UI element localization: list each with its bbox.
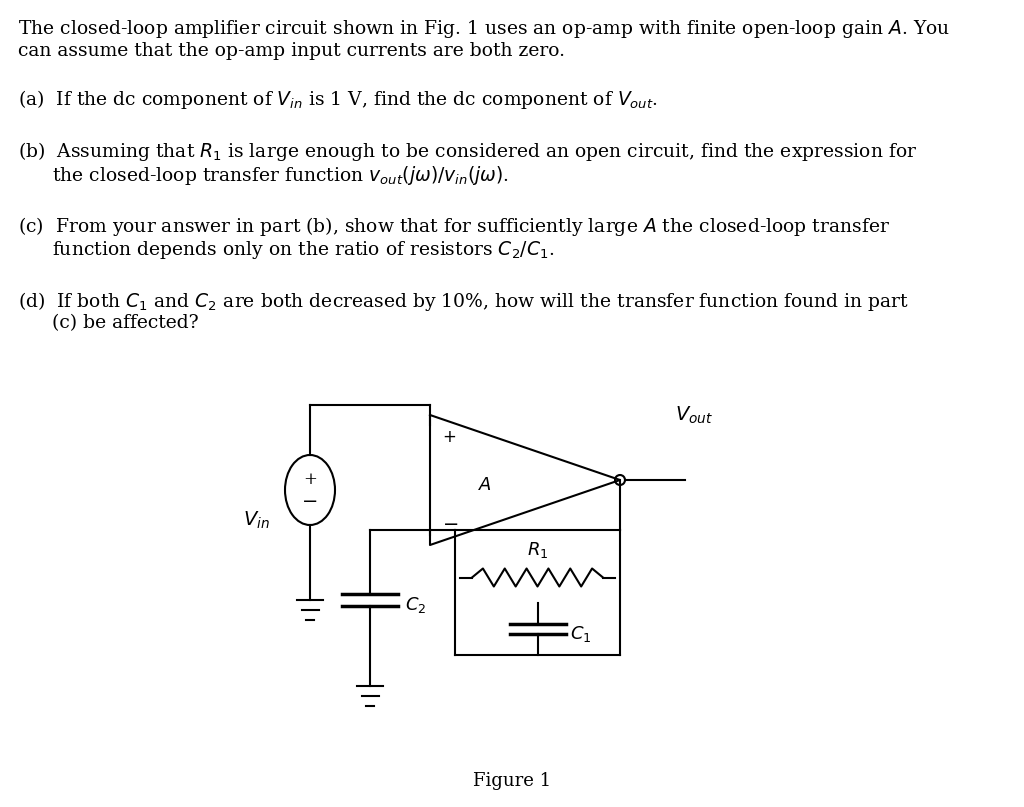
Text: (c)  From your answer in part (b), show that for sufficiently large $A$ the clos: (c) From your answer in part (b), show t…	[18, 215, 890, 238]
Text: $+$: $+$	[442, 429, 456, 445]
Text: (c) be affected?: (c) be affected?	[52, 314, 199, 332]
Text: $V_{out}$: $V_{out}$	[675, 405, 713, 426]
Text: −: −	[302, 493, 318, 511]
Text: $-$: $-$	[442, 514, 459, 532]
Text: $R_1$: $R_1$	[526, 540, 548, 559]
Text: (d)  If both $C_1$ and $C_2$ are both decreased by 10%, how will the transfer fu: (d) If both $C_1$ and $C_2$ are both dec…	[18, 290, 909, 313]
Text: (b)  Assuming that $R_1$ is large enough to be considered an open circuit, find : (b) Assuming that $R_1$ is large enough …	[18, 140, 918, 163]
Text: $A$: $A$	[478, 476, 492, 494]
Text: $V_{in}$: $V_{in}$	[243, 510, 270, 531]
Text: Figure 1: Figure 1	[473, 772, 551, 790]
Text: $C_2$: $C_2$	[406, 595, 426, 615]
Text: (a)  If the dc component of $V_{in}$ is 1 V, find the dc component of $V_{out}$.: (a) If the dc component of $V_{in}$ is 1…	[18, 88, 658, 111]
Text: $C_1$: $C_1$	[569, 624, 591, 644]
Text: +: +	[303, 471, 317, 488]
Text: can assume that the op-amp input currents are both zero.: can assume that the op-amp input current…	[18, 42, 565, 60]
Text: the closed-loop transfer function $v_{out}(j\omega)/v_{in}(j\omega)$.: the closed-loop transfer function $v_{ou…	[52, 164, 509, 187]
Text: The closed-loop amplifier circuit shown in Fig. 1 uses an op-amp with finite ope: The closed-loop amplifier circuit shown …	[18, 18, 950, 40]
Text: function depends only on the ratio of resistors $C_2/C_1$.: function depends only on the ratio of re…	[52, 239, 554, 261]
